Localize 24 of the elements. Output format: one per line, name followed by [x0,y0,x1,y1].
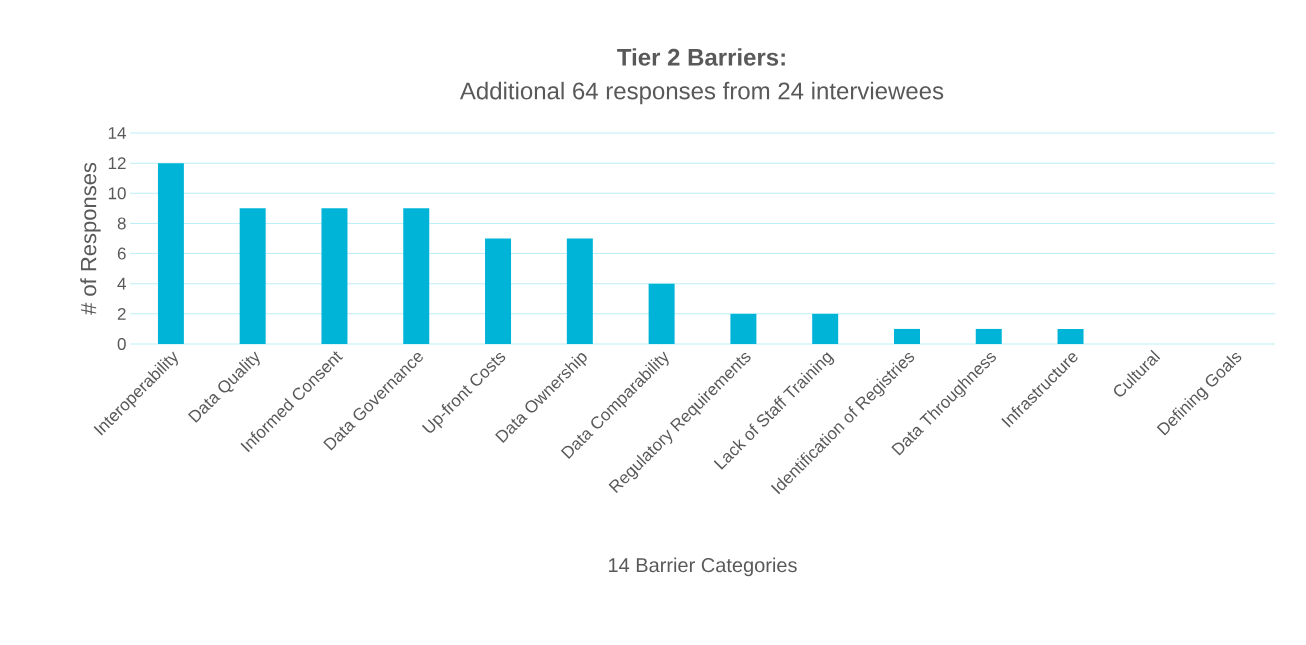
chart-title: Tier 2 Barriers: [617,48,785,66]
bar [485,238,512,344]
y-tick-label: 14 [108,127,126,139]
bar [403,208,430,344]
bar [975,328,1002,344]
bar [648,283,675,344]
bar [566,238,593,344]
bar [157,163,184,344]
y-tick-label: 2 [117,307,126,320]
y-tick-label: 12 [108,157,126,170]
y-axis-title: # of Responses [80,162,101,315]
y-tick-label: 8 [117,217,126,230]
bar [1057,328,1084,344]
y-tick-label: 4 [117,277,126,290]
chart-subtitle: Additional 64 responses from 24 interviewees [459,81,944,105]
y-tick-label: 6 [117,247,126,260]
x-axis-title: 14 Barrier Categories [608,557,797,577]
y-tick-label: 10 [108,187,126,200]
bar [239,208,266,344]
bar [812,313,839,344]
y-tick-label: 0 [117,337,126,351]
bar [730,313,757,344]
bar [321,208,348,344]
bar [893,328,920,344]
